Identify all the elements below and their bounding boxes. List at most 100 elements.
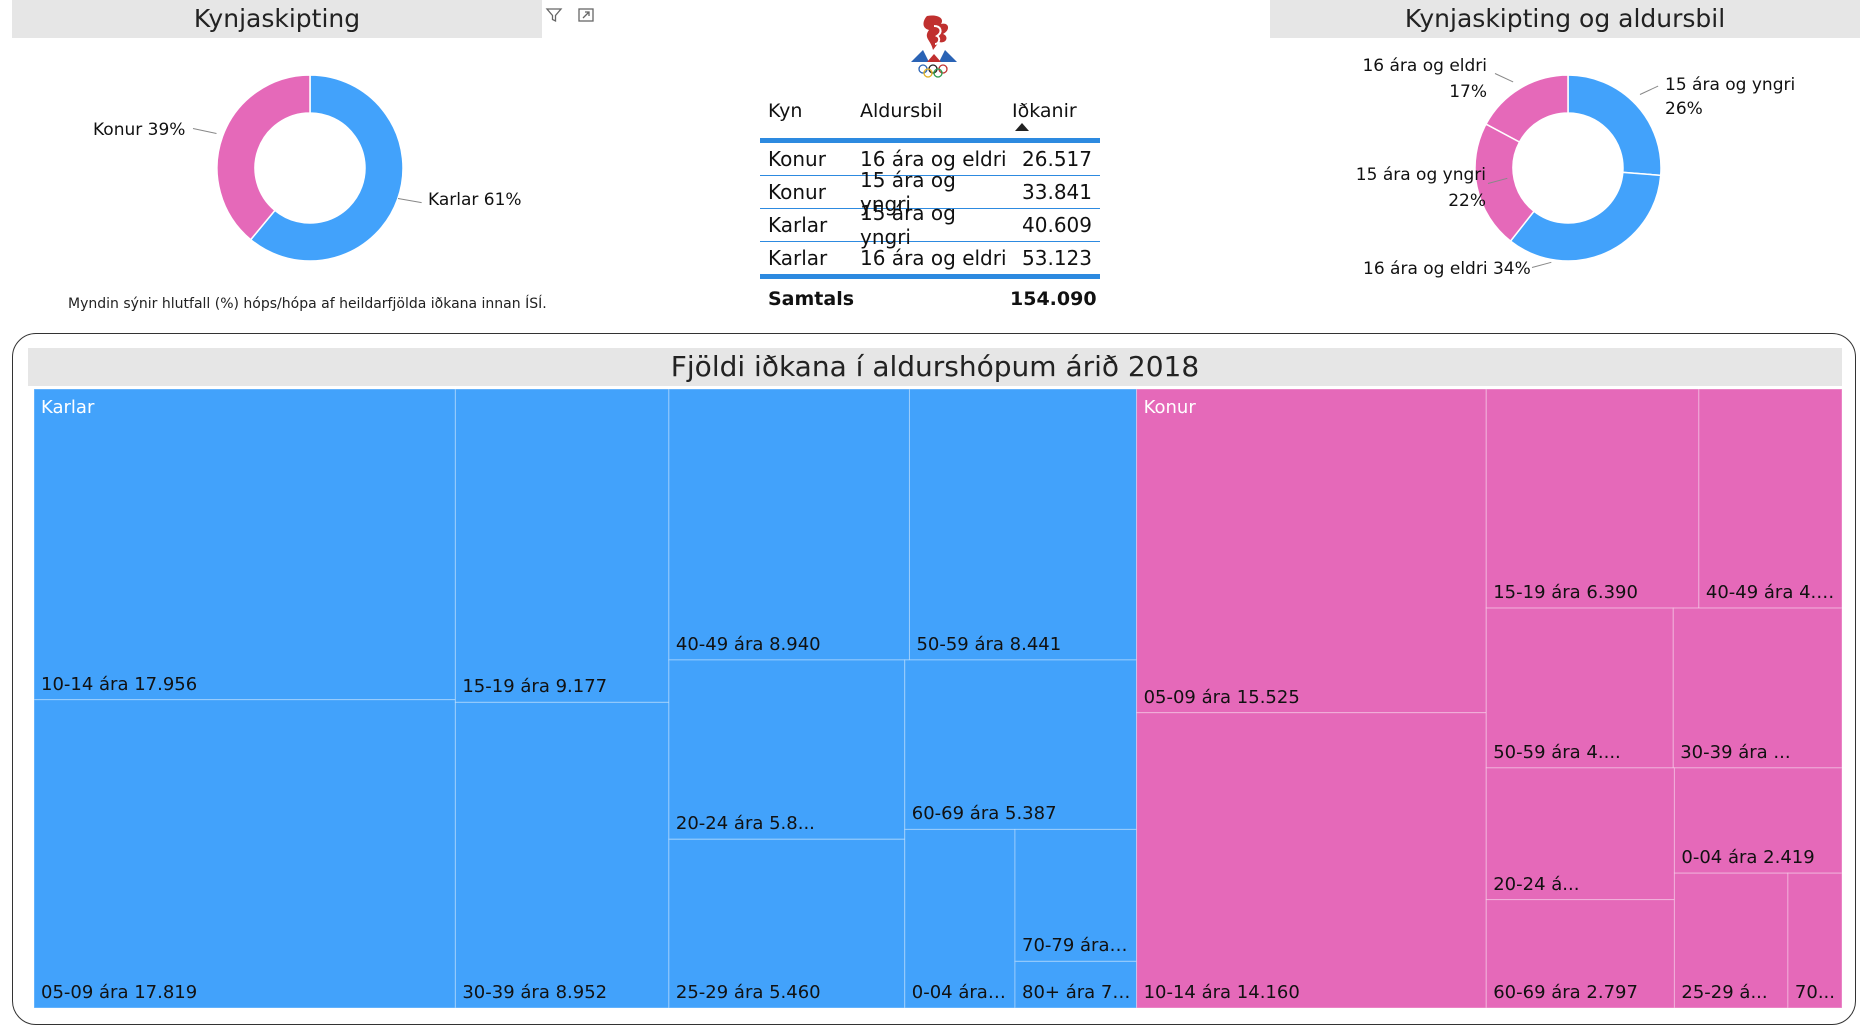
- treemap-tile-label: 20-24 ára 5.8...: [675, 813, 815, 835]
- table-header-row: Kyn Aldursbil Iðkanir: [760, 90, 1100, 143]
- gender-donut-slice-0[interactable]: [249, 74, 404, 262]
- cell-kyn: Karlar: [768, 246, 828, 270]
- treemap-tile-konur[interactable]: [1136, 712, 1487, 1008]
- treemap-chart: 10-14 ára 17.956 05-09 ára 17.819 15-19 ár…: [34, 389, 1842, 1008]
- gender-donut-slice-1[interactable]: [216, 74, 311, 241]
- cell-idkanir: 33.841: [1022, 180, 1092, 204]
- cell-kyn: Konur: [768, 147, 826, 171]
- isi-olympic-logo: [911, 15, 957, 78]
- treemap-svg: [34, 389, 1842, 1008]
- treemap-tile-label: 30-39 ára ...: [1680, 741, 1791, 763]
- treemap-tile-label: 0-04 ára 2.419: [1681, 847, 1815, 869]
- donut2-label-konur-old: 16 ára og eldri 17%: [1362, 53, 1487, 105]
- treemap-tile-label: 80+ ára 778: [1022, 982, 1132, 1003]
- chart-caption: Myndin sýnir hlutfall (%) hóps/hópa af h…: [68, 296, 547, 312]
- treemap-tile-label: 60-69 ára 5.387: [911, 803, 1057, 825]
- left-chart-title: Kynjaskipting: [12, 0, 542, 38]
- treemap-tile-label: 70-79 ára ...: [1022, 935, 1132, 957]
- treemap-group-label-konur: Konur: [1143, 397, 1196, 418]
- gender-donut-chart: [210, 68, 410, 268]
- treemap-tile-label: 05-09 ára 15.525: [1143, 686, 1300, 708]
- cell-idkanir: 26.517: [1022, 147, 1092, 171]
- treemap-tile-konur[interactable]: [1485, 767, 1675, 901]
- treemap-tile-karlar[interactable]: [454, 701, 670, 1008]
- treemap-tile-label: 40-49 ára 4.3...: [1705, 582, 1837, 604]
- treemap-tile-karlar[interactable]: [908, 389, 1138, 661]
- gender-age-donut-slice-1[interactable]: [1509, 171, 1662, 262]
- donut2-label-karlar-young-pct: 26%: [1665, 99, 1703, 119]
- treemap-tile-label: 50-59 ára 4....: [1493, 741, 1621, 763]
- table-row: Konur 15 ára og yngri 33.841: [760, 168, 1100, 216]
- treemap-tile-karlar[interactable]: [668, 659, 906, 840]
- treemap-title: Fjöldi iðkana í aldurshópum árið 2018: [28, 348, 1842, 386]
- total-value: 154.090: [1010, 288, 1097, 310]
- treemap-tile-karlar[interactable]: [454, 389, 670, 703]
- donut-label-konur: Konur 39%: [93, 120, 186, 140]
- cell-kyn: Konur: [768, 180, 826, 204]
- treemap-tile-label: 25-29 ára 5.460: [675, 982, 821, 1003]
- treemap-group-label-karlar: Karlar: [41, 397, 95, 418]
- treemap-tile-konur[interactable]: [1485, 607, 1674, 769]
- treemap-tile-konur[interactable]: [1698, 389, 1842, 609]
- cell-kyn: Karlar: [768, 213, 828, 237]
- treemap-tile-label: 70...: [1794, 982, 1835, 1003]
- donut2-label-konur-old-pct: 17%: [1449, 82, 1487, 102]
- donut-label-karlar: Karlar 61%: [428, 190, 522, 210]
- donut2-label-konur-young-name: 15 ára og yngri: [1355, 165, 1486, 185]
- treemap-frame: [12, 333, 1856, 1025]
- column-header-aldursbil[interactable]: Aldursbil: [860, 100, 943, 122]
- treemap-tile-karlar[interactable]: [668, 389, 910, 661]
- cell-aldursbil: 15 ára og yngri: [860, 168, 956, 216]
- table-row: Karlar 15 ára og yngri 40.609: [760, 201, 1100, 249]
- treemap-tile-label: 10-14 ára 14.160: [1143, 982, 1300, 1003]
- treemap-tile-label: 0-04 ára 2....: [911, 982, 1010, 1003]
- column-header-idkanir-label: Iðkanir: [1012, 100, 1077, 122]
- treemap-tile-karlar[interactable]: [904, 828, 1016, 1008]
- donut2-label-karlar-young: 15 ára og yngri 26%: [1665, 73, 1795, 121]
- cell-aldursbil: 16 ára og eldri: [860, 246, 1007, 270]
- treemap-tile-label: 15-19 ára 6.390: [1493, 582, 1638, 604]
- donut2-label-konur-young: 15 ára og yngri 22%: [1311, 162, 1486, 214]
- filter-icon[interactable]: [545, 6, 563, 24]
- focus-mode-icon[interactable]: [577, 6, 595, 24]
- treemap-tile-konur[interactable]: [1787, 872, 1842, 1008]
- gender-age-donut-slice-3[interactable]: [1485, 74, 1569, 144]
- treemap-tile-label: 40-49 ára 8.940: [675, 633, 821, 655]
- treemap-tile-konur[interactable]: [1673, 872, 1789, 1008]
- column-header-idkanir[interactable]: Iðkanir: [1010, 90, 1100, 131]
- treemap-tile-karlar[interactable]: [34, 389, 456, 701]
- table-row: Karlar 16 ára og eldri 53.123: [760, 242, 1100, 274]
- treemap-tile-konur[interactable]: [1485, 899, 1675, 1008]
- treemap-tile-karlar[interactable]: [904, 659, 1138, 830]
- donut2-label-karlar-young-name: 15 ára og yngri: [1665, 75, 1796, 95]
- cell-idkanir: 40.609: [1022, 213, 1092, 237]
- table-total-row: Samtals 154.090: [760, 274, 1100, 319]
- table-row: Konur 16 ára og eldri 26.517: [760, 143, 1100, 176]
- treemap-tile-label: 60-69 ára 2.797: [1493, 982, 1638, 1003]
- treemap-tile-label: 10-14 ára 17.956: [41, 673, 198, 695]
- treemap-tile-label: 05-09 ára 17.819: [41, 982, 198, 1003]
- right-chart-title: Kynjaskipting og aldursbil: [1270, 0, 1860, 38]
- cell-idkanir: 53.123: [1022, 246, 1092, 270]
- treemap-tile-konur[interactable]: [1136, 389, 1487, 714]
- treemap-tile-label: 15-19 ára 9.177: [462, 676, 608, 698]
- gender-age-donut-slice-0[interactable]: [1567, 74, 1662, 177]
- treemap-tile-label: 30-39 ára 8.952: [462, 982, 608, 1003]
- treemap-tile-label: 50-59 ára 8.441: [916, 633, 1062, 655]
- donut2-label-konur-young-pct: 22%: [1448, 191, 1486, 211]
- donut2-label-konur-old-name: 16 ára og eldri: [1362, 56, 1487, 76]
- treemap-tile-konur[interactable]: [1673, 767, 1842, 874]
- treemap-tile-konur[interactable]: [1485, 389, 1700, 609]
- treemap-tile-konur[interactable]: [1672, 607, 1842, 769]
- treemap-tile-label: 25-29 á...: [1681, 982, 1768, 1003]
- cell-aldursbil: 15 ára og yngri: [860, 201, 956, 249]
- treemap-tile-label: 20-24 á...: [1493, 873, 1580, 895]
- participants-table: Kyn Aldursbil Iðkanir Konur 16 ára og el…: [760, 90, 1100, 319]
- treemap-tile-karlar[interactable]: [1014, 960, 1138, 1008]
- cell-aldursbil: 16 ára og eldri: [860, 147, 1007, 171]
- gender-age-donut-chart: [1468, 68, 1668, 268]
- treemap-tile-karlar[interactable]: [34, 699, 456, 1008]
- donut2-label-karlar-old: 16 ára og eldri 34%: [1363, 259, 1531, 279]
- column-header-kyn[interactable]: Kyn: [768, 100, 803, 122]
- sort-ascending-icon[interactable]: [1015, 123, 1029, 131]
